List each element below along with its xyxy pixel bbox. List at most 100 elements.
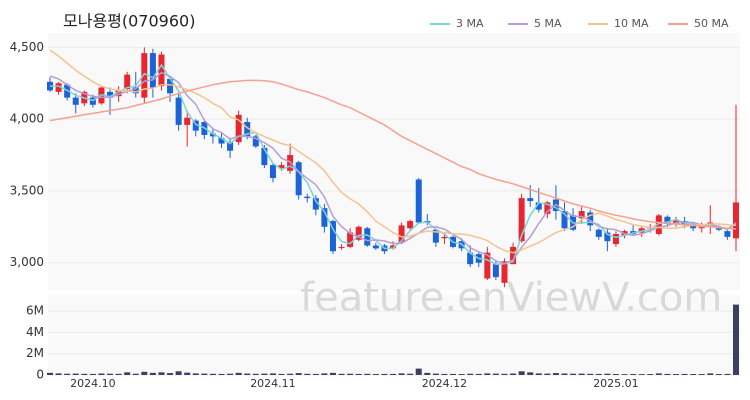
volume-bar bbox=[175, 371, 182, 375]
volume-bar bbox=[424, 372, 431, 375]
volume-bar bbox=[492, 373, 499, 375]
volume-bar bbox=[184, 372, 191, 375]
volume-bar bbox=[733, 304, 739, 375]
volume-bar bbox=[441, 373, 448, 375]
candle-body bbox=[209, 133, 216, 137]
candle-body bbox=[484, 252, 491, 279]
volume-bar bbox=[604, 373, 611, 375]
candle-body bbox=[338, 246, 345, 248]
candle-body bbox=[527, 198, 534, 201]
volume-bar bbox=[690, 374, 697, 375]
candle-body bbox=[261, 147, 268, 166]
candle-body bbox=[192, 120, 199, 131]
volume-bar bbox=[458, 374, 465, 375]
candle-body bbox=[595, 229, 602, 237]
candle-body bbox=[415, 179, 422, 223]
y-tick-label: 6M bbox=[26, 304, 44, 318]
candle-body bbox=[175, 97, 182, 125]
volume-bar bbox=[167, 373, 174, 375]
volume-bar bbox=[278, 373, 285, 375]
volume-bar bbox=[98, 373, 105, 375]
volume-bar bbox=[647, 374, 654, 375]
volume-bar bbox=[527, 372, 534, 375]
candle-body bbox=[107, 91, 114, 98]
volume-bar bbox=[192, 373, 199, 375]
volume-bar bbox=[587, 373, 594, 375]
volume-bar bbox=[561, 373, 568, 375]
candle-body bbox=[715, 228, 722, 230]
ma-line bbox=[49, 71, 737, 265]
candle-body bbox=[184, 117, 191, 125]
volume-bar bbox=[209, 373, 216, 375]
legend-label: 10 MA bbox=[614, 17, 649, 30]
candle-body bbox=[347, 232, 354, 247]
volume-bar bbox=[467, 373, 474, 375]
candle-body bbox=[561, 211, 568, 229]
volume-bar bbox=[227, 373, 234, 375]
y-tick-label: 2M bbox=[26, 346, 44, 360]
x-tick-label: 2025.01 bbox=[593, 377, 639, 390]
volume-bar bbox=[681, 373, 688, 375]
volume-bar bbox=[201, 373, 208, 375]
volume-bar bbox=[287, 373, 294, 375]
volume-bar bbox=[81, 373, 88, 375]
candle-body bbox=[492, 264, 499, 278]
volume-bar bbox=[724, 373, 731, 375]
volume-bar bbox=[295, 373, 302, 375]
x-tick-label: 2024.11 bbox=[250, 377, 296, 390]
candle-body bbox=[510, 246, 517, 265]
volume-bar bbox=[252, 373, 259, 375]
candle-body bbox=[132, 87, 139, 94]
candle-body bbox=[55, 83, 62, 92]
volume-bar bbox=[244, 373, 251, 375]
candle-body bbox=[115, 90, 122, 97]
candle-body bbox=[321, 208, 328, 227]
volume-bar bbox=[595, 373, 602, 375]
chart-title: 모나용평(070960) bbox=[63, 12, 195, 31]
volume-bar bbox=[432, 373, 439, 375]
candle-body bbox=[364, 228, 371, 246]
volume-bar bbox=[570, 373, 577, 375]
legend-label: 5 MA bbox=[534, 17, 562, 30]
candle-body bbox=[355, 226, 362, 240]
candle-body bbox=[252, 136, 259, 147]
volume-bar bbox=[484, 373, 491, 375]
candle-body bbox=[235, 114, 242, 143]
y-tick-label: 3,000 bbox=[10, 255, 44, 269]
candle-body bbox=[587, 212, 594, 226]
candle-body bbox=[398, 225, 405, 243]
volume-bar bbox=[630, 374, 637, 375]
candle-body bbox=[578, 211, 585, 219]
candle-body bbox=[612, 234, 619, 245]
legend-label: 50 MA bbox=[694, 17, 729, 30]
candle-body bbox=[167, 78, 174, 94]
volume-bar bbox=[141, 371, 148, 375]
volume-bar bbox=[612, 374, 619, 375]
volume-bar bbox=[355, 373, 362, 375]
candle-body bbox=[518, 198, 525, 242]
volume-bar bbox=[407, 373, 414, 375]
x-tick-label: 2024.10 bbox=[70, 377, 116, 390]
volume-bar bbox=[261, 373, 268, 375]
volume-bar bbox=[381, 373, 388, 375]
candle-body bbox=[149, 53, 156, 88]
volume-bar bbox=[535, 373, 542, 375]
volume-bar bbox=[518, 371, 525, 375]
volume-bar bbox=[655, 373, 662, 375]
candle-body bbox=[407, 221, 414, 229]
candle-body bbox=[544, 202, 551, 214]
volume-bar bbox=[390, 373, 396, 375]
volume-bar bbox=[338, 373, 345, 375]
volume-bar bbox=[124, 372, 131, 375]
ma-line bbox=[49, 49, 737, 254]
candle-body bbox=[733, 202, 739, 239]
volume-bar bbox=[552, 373, 559, 375]
volume-bar bbox=[664, 373, 671, 375]
volume-panel bbox=[48, 295, 740, 375]
volume-bar bbox=[450, 373, 457, 375]
candle-body bbox=[227, 142, 234, 151]
ma-line bbox=[50, 63, 737, 265]
candle-body bbox=[664, 216, 671, 224]
volume-bar bbox=[329, 372, 336, 375]
volume-bar bbox=[107, 373, 114, 375]
